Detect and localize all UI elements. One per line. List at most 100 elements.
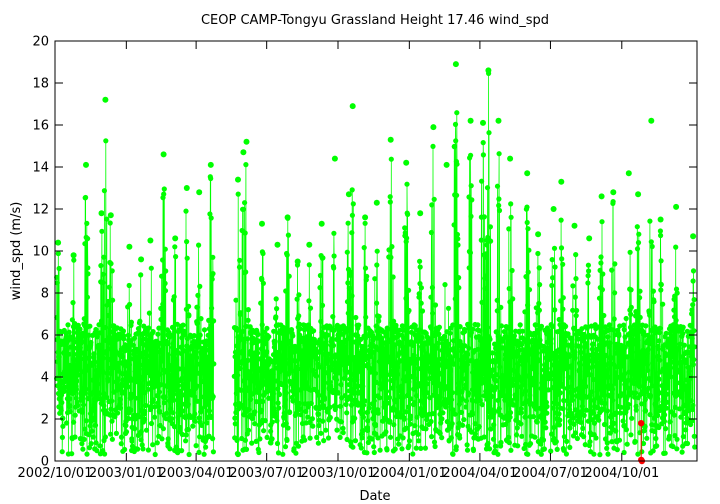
data-point bbox=[633, 359, 640, 365]
axis-ticks: 024681012141618202002/10/012003/01/01200… bbox=[18, 35, 697, 481]
data-point bbox=[521, 361, 527, 367]
data-point bbox=[485, 324, 491, 331]
data-point bbox=[358, 445, 364, 451]
data-point bbox=[439, 435, 445, 441]
data-point bbox=[60, 423, 66, 429]
data-point bbox=[172, 371, 178, 377]
data-point bbox=[159, 436, 165, 442]
data-point bbox=[161, 186, 167, 192]
data-point bbox=[333, 404, 339, 410]
data-point bbox=[382, 340, 388, 346]
data-point bbox=[316, 392, 322, 398]
data-point bbox=[204, 382, 210, 388]
data-point bbox=[315, 411, 321, 417]
data-point bbox=[636, 231, 642, 237]
data-point bbox=[658, 282, 664, 288]
data-point bbox=[504, 347, 510, 353]
data-point bbox=[456, 380, 462, 386]
data-point bbox=[664, 399, 670, 405]
data-point bbox=[192, 394, 198, 400]
data-point bbox=[527, 392, 533, 398]
data-point bbox=[331, 230, 337, 236]
data-point bbox=[406, 438, 413, 444]
data-point bbox=[459, 389, 465, 395]
data-point bbox=[384, 344, 390, 350]
data-point bbox=[454, 390, 460, 396]
data-point bbox=[209, 276, 215, 282]
data-point bbox=[203, 444, 209, 450]
data-point bbox=[335, 353, 341, 360]
data-point bbox=[331, 253, 337, 259]
peak-point bbox=[507, 155, 514, 162]
data-point bbox=[79, 441, 85, 447]
data-point bbox=[481, 434, 487, 440]
data-point bbox=[412, 323, 418, 329]
data-point bbox=[243, 446, 250, 452]
data-point bbox=[183, 438, 189, 444]
data-point bbox=[296, 313, 302, 319]
peak-point bbox=[259, 220, 265, 227]
data-point bbox=[620, 418, 626, 424]
data-point bbox=[567, 407, 573, 413]
data-point bbox=[538, 323, 545, 329]
data-point bbox=[152, 349, 158, 355]
data-point bbox=[569, 337, 575, 343]
data-point bbox=[678, 414, 684, 420]
data-point bbox=[109, 268, 115, 274]
data-point bbox=[365, 439, 371, 446]
data-point bbox=[138, 353, 144, 359]
data-point bbox=[417, 264, 423, 270]
data-point bbox=[598, 260, 604, 266]
data-point bbox=[397, 358, 403, 364]
data-point bbox=[463, 404, 469, 410]
data-point bbox=[66, 329, 72, 335]
data-point bbox=[122, 446, 128, 453]
data-point bbox=[357, 368, 363, 374]
data-point bbox=[663, 353, 669, 359]
data-point bbox=[462, 376, 468, 382]
data-point bbox=[180, 322, 186, 328]
data-point bbox=[452, 411, 458, 417]
data-point bbox=[360, 428, 366, 434]
data-point bbox=[679, 394, 685, 400]
data-point bbox=[551, 377, 557, 383]
data-point bbox=[100, 355, 106, 361]
data-point bbox=[570, 307, 576, 313]
x-tick-label: 2004/10/01 bbox=[584, 466, 659, 481]
data-point bbox=[265, 361, 271, 368]
data-point bbox=[155, 331, 161, 337]
data-point bbox=[446, 341, 452, 347]
x-tick-label: 2003/07/01 bbox=[229, 466, 304, 481]
data-point bbox=[92, 359, 98, 365]
data-point bbox=[95, 370, 101, 376]
data-point bbox=[79, 338, 85, 344]
data-point bbox=[589, 416, 595, 423]
data-point bbox=[86, 432, 92, 438]
data-point bbox=[145, 386, 151, 392]
data-point bbox=[172, 244, 178, 250]
data-point bbox=[248, 396, 254, 402]
data-point bbox=[626, 369, 632, 375]
data-point bbox=[663, 426, 669, 432]
data-point bbox=[438, 420, 444, 426]
data-point bbox=[632, 390, 638, 396]
data-point bbox=[481, 376, 487, 382]
data-point bbox=[237, 365, 243, 372]
data-point bbox=[363, 314, 369, 320]
data-point bbox=[539, 379, 546, 386]
data-point bbox=[177, 389, 183, 395]
data-point bbox=[604, 445, 610, 451]
data-point bbox=[501, 329, 507, 335]
data-point bbox=[466, 325, 472, 331]
data-point bbox=[160, 426, 166, 432]
data-point bbox=[444, 419, 450, 425]
data-point bbox=[633, 403, 639, 409]
data-point bbox=[245, 368, 251, 374]
data-point bbox=[643, 408, 649, 414]
data-point bbox=[677, 341, 683, 347]
data-point bbox=[609, 267, 615, 273]
data-point bbox=[657, 357, 663, 363]
data-point bbox=[373, 323, 379, 329]
y-axis-label: wind_spd (m/s) bbox=[9, 202, 24, 301]
data-point bbox=[579, 403, 586, 409]
